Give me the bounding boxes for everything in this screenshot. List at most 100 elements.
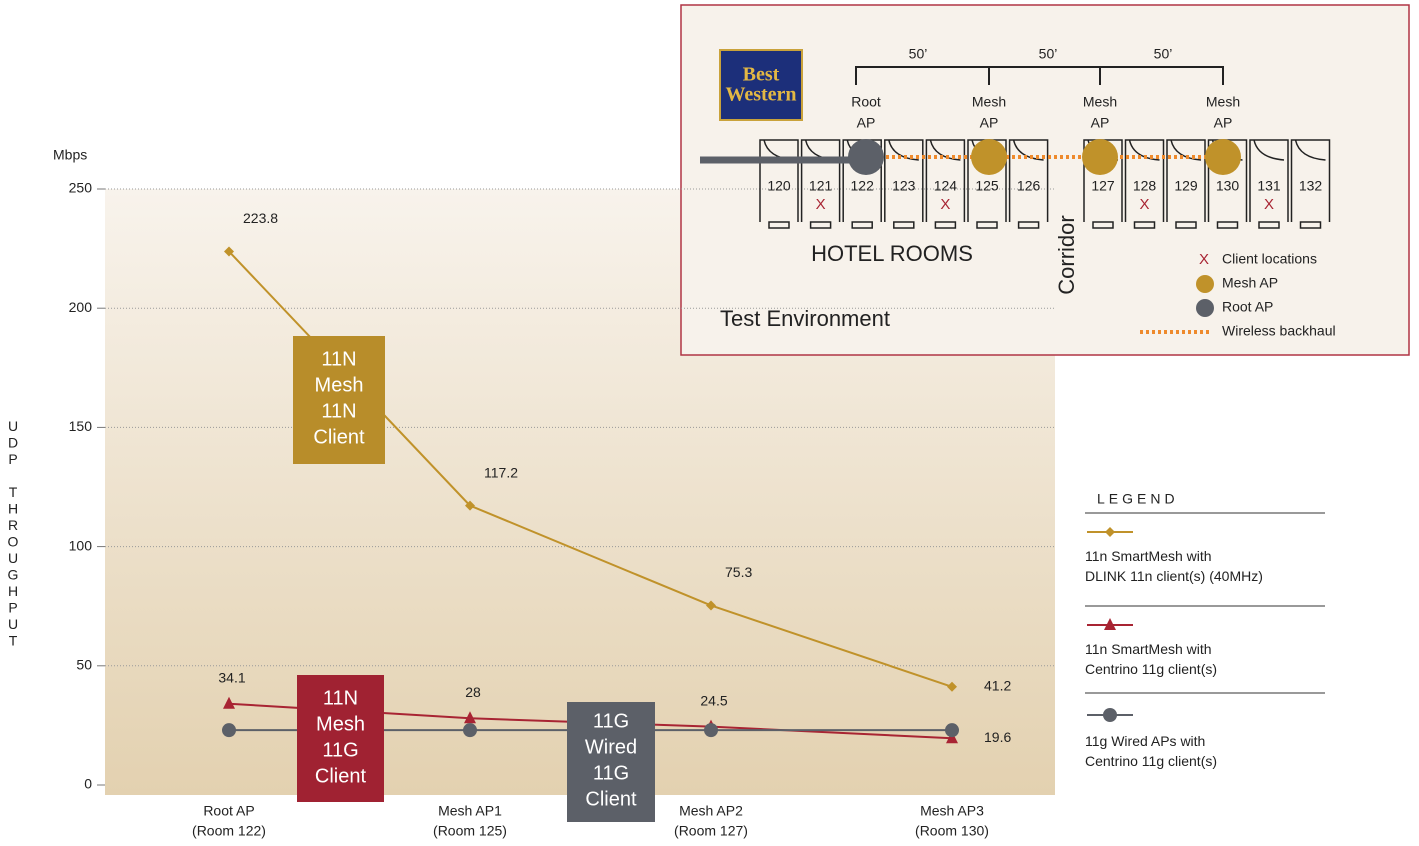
value-label: 41.2	[984, 677, 1011, 693]
room-number: 124	[934, 178, 958, 194]
room-number: 121	[809, 178, 833, 194]
room-number: 129	[1174, 178, 1198, 194]
annotation-text: Client	[313, 426, 365, 448]
annotation-box	[297, 675, 384, 802]
logo-text: Best	[743, 64, 780, 86]
point	[224, 246, 234, 257]
annotation-box	[293, 336, 385, 464]
x-tick-note: (Room 127)	[674, 823, 748, 839]
room	[1249, 139, 1289, 229]
legend-entry: 11n SmartMesh with Centrino 11g client(s…	[1085, 641, 1218, 677]
legend-marker	[1105, 527, 1115, 537]
point	[704, 723, 718, 738]
y-axis-label: UDP THROUGHPUT	[5, 418, 21, 649]
corridor-label: Corridor	[1054, 215, 1079, 294]
point	[465, 500, 475, 511]
legend-marker	[1103, 708, 1117, 722]
logo	[719, 49, 803, 121]
room-number: 120	[767, 178, 791, 194]
point	[945, 723, 959, 738]
room	[1124, 139, 1165, 229]
room-number: 128	[1133, 178, 1157, 194]
inset-legend-label: Mesh AP	[1222, 275, 1278, 291]
point	[946, 731, 958, 744]
point	[706, 600, 716, 611]
legend-marker: X	[1199, 251, 1209, 268]
client-marker: X	[816, 196, 826, 213]
x-tick-label: Root AP	[203, 803, 254, 819]
annotation-text: Wired	[585, 736, 637, 758]
room-number: 122	[851, 178, 875, 194]
x-tick-note: (Room 122)	[192, 823, 266, 839]
room	[884, 139, 924, 229]
ap-label: Mesh	[1206, 94, 1240, 110]
distance: 50’	[1039, 46, 1058, 62]
ap-label: Mesh	[972, 94, 1006, 110]
mesh-ap	[1082, 139, 1118, 175]
annotation-text: 11N	[321, 400, 356, 422]
legend-marker	[1196, 299, 1214, 317]
room-number: 127	[1091, 178, 1115, 194]
annotation-box	[567, 702, 655, 822]
annotation-text: 11G	[593, 710, 629, 732]
inset-legend-label: Wireless backhaul	[1222, 323, 1336, 339]
value-label: 34.1	[218, 669, 245, 685]
y-tick-label: 200	[69, 299, 93, 315]
y-unit: Mbps	[53, 147, 87, 163]
logo-text: Western	[725, 84, 796, 106]
annotation-text: 11N	[321, 348, 356, 370]
y-tick-label: 250	[69, 180, 93, 196]
room-number: 123	[892, 178, 916, 194]
value-label: 19.6	[984, 729, 1011, 745]
annotation-text: 11G	[322, 739, 358, 761]
x-tick-label: Mesh AP2	[679, 803, 743, 819]
ap-label: AP	[857, 115, 876, 131]
annotation-text: Client	[585, 788, 637, 810]
value-label: 24.5	[700, 692, 727, 708]
room-number: 130	[1216, 178, 1240, 194]
room-number: 132	[1299, 178, 1323, 194]
mesh-ap	[971, 139, 1007, 175]
value-label: 223.8	[243, 210, 278, 226]
point	[464, 711, 476, 724]
y-tick-label: 100	[69, 537, 93, 553]
annotation-text: 11G	[593, 762, 629, 784]
room-number: 125	[975, 178, 999, 194]
annotation-text: 11N	[323, 687, 358, 709]
ap-label: Root	[851, 94, 881, 110]
y-tick-label: 50	[76, 657, 92, 673]
room-number: 131	[1257, 178, 1281, 194]
legend-marker	[1196, 275, 1214, 293]
point	[947, 681, 957, 692]
annotation-text: Mesh	[316, 713, 365, 735]
annotation-text: Mesh	[315, 374, 364, 396]
legend-title: LEGEND	[1097, 491, 1179, 507]
x-tick-note: (Room 130)	[915, 823, 989, 839]
ap-label: AP	[1091, 115, 1110, 131]
root-ap	[848, 139, 884, 175]
distance: 50’	[1154, 46, 1173, 62]
ap-label: Mesh	[1083, 94, 1117, 110]
distance: 50’	[909, 46, 928, 62]
point	[223, 696, 235, 709]
rooms-label: HOTEL ROOMS	[811, 241, 973, 266]
y-tick-label: 0	[84, 776, 92, 792]
annotation-text: Client	[315, 765, 367, 787]
ap-label: AP	[1214, 115, 1233, 131]
x-tick-label: Mesh AP3	[920, 803, 984, 819]
room	[1166, 139, 1206, 229]
legend-entry: 11g Wired APs with Centrino 11g client(s…	[1085, 733, 1218, 769]
y-tick-label: 150	[69, 418, 93, 434]
room-number: 126	[1017, 178, 1041, 194]
room	[925, 139, 966, 229]
client-marker: X	[1264, 196, 1274, 213]
point	[222, 723, 236, 738]
distance-bracket	[855, 66, 1224, 85]
ap-label: AP	[980, 115, 999, 131]
room	[1290, 139, 1331, 229]
legend-entry: 11n SmartMesh with DLINK 11n client(s) (…	[1085, 548, 1263, 584]
client-marker: X	[940, 196, 950, 213]
point	[463, 723, 477, 738]
mesh-ap	[1205, 139, 1241, 175]
